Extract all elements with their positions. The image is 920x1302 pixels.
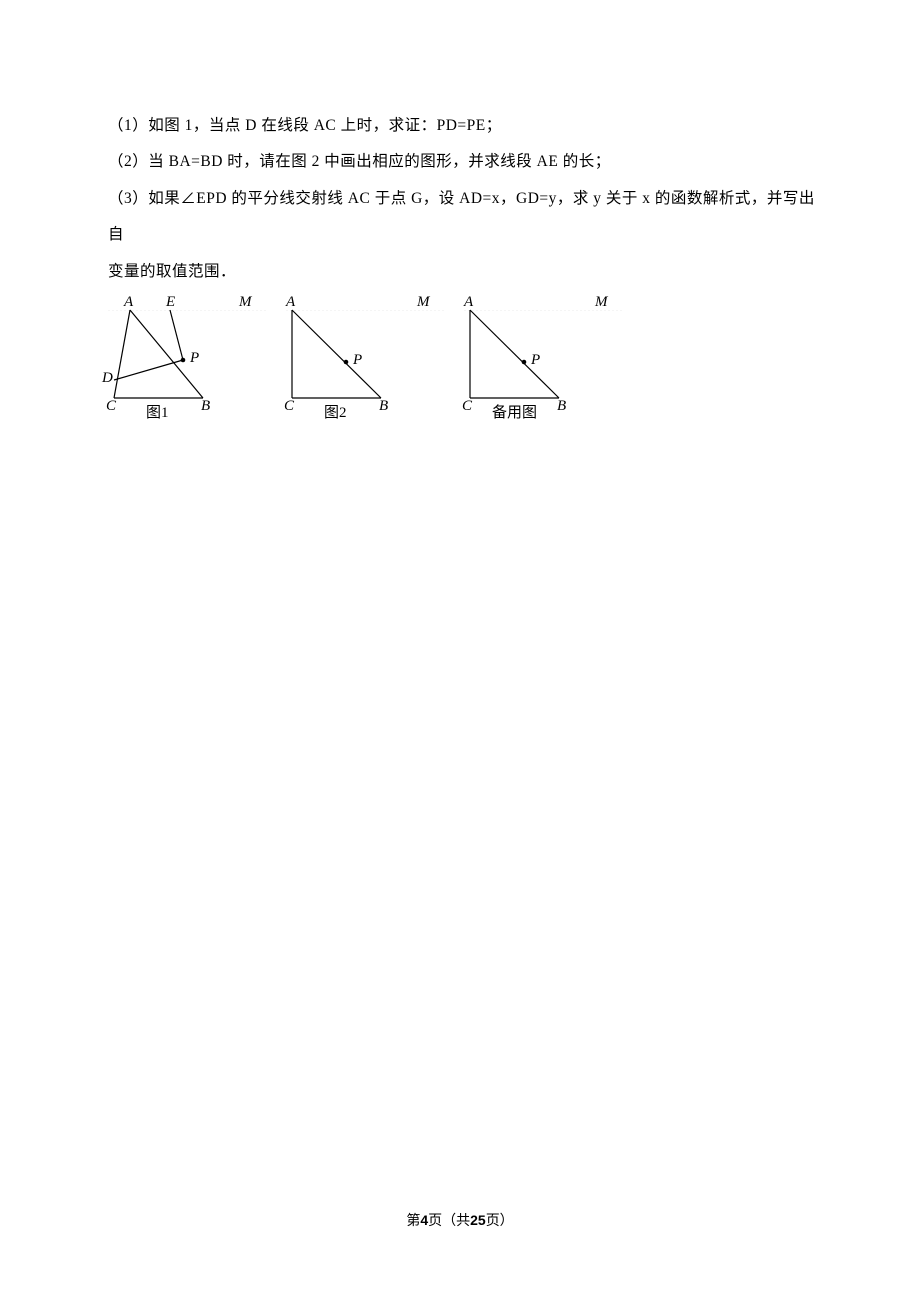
page-footer: 第4页（共25页） — [0, 1210, 920, 1230]
fig1-label-B: B — [201, 398, 210, 415]
fig3-caption: 备用图 — [492, 401, 537, 422]
problem-line-2: （2）当 BA=BD 时，请在图 2 中画出相应的图形，并求线段 AE 的长； — [108, 144, 820, 180]
footer-mid: 页（共 — [428, 1214, 470, 1229]
fig2-label-P: P — [353, 352, 362, 369]
fig2-label-C: C — [284, 398, 294, 415]
figures-row: A E M P D C B 图1 A M — [108, 298, 820, 433]
fig3-label-A: A — [464, 294, 473, 311]
fig1-caption: 图1 — [146, 401, 169, 422]
fig1-label-E: E — [166, 294, 175, 311]
fig1-label-A: A — [124, 294, 133, 311]
fig3-label-C: C — [462, 398, 472, 415]
fig2-caption: 图2 — [324, 401, 347, 422]
fig3-label-P: P — [531, 352, 540, 369]
fig2-label-A: A — [286, 294, 295, 311]
figure-3-svg — [464, 298, 624, 408]
fig3-label-M: M — [595, 294, 608, 311]
footer-prefix: 第 — [406, 1214, 420, 1229]
problem-line-1: （1）如图 1，当点 D 在线段 AC 上时，求证：PD=PE； — [108, 108, 820, 144]
figure-3: A M P C B 备用图 — [464, 298, 624, 433]
figure-2-svg — [286, 298, 446, 408]
figure-1-svg — [108, 298, 268, 408]
fig3-label-B: B — [557, 398, 566, 415]
footer-page: 4 — [420, 1212, 428, 1228]
fig2-label-B: B — [379, 398, 388, 415]
fig1-label-C: C — [106, 398, 116, 415]
fig1-label-P: P — [190, 350, 199, 367]
footer-suffix: 页） — [486, 1214, 514, 1229]
problem-line-3: （3）如果∠EPD 的平分线交射线 AC 于点 G，设 AD=x，GD=y，求 … — [108, 181, 820, 254]
figure-2: A M P C B 图2 — [286, 298, 446, 433]
fig1-label-D: D — [102, 370, 113, 387]
footer-total: 25 — [470, 1212, 486, 1228]
fig2-label-M: M — [417, 294, 430, 311]
fig1-label-M: M — [239, 294, 252, 311]
problem-line-4: 变量的取值范围． — [108, 254, 820, 290]
figure-1: A E M P D C B 图1 — [108, 298, 268, 433]
